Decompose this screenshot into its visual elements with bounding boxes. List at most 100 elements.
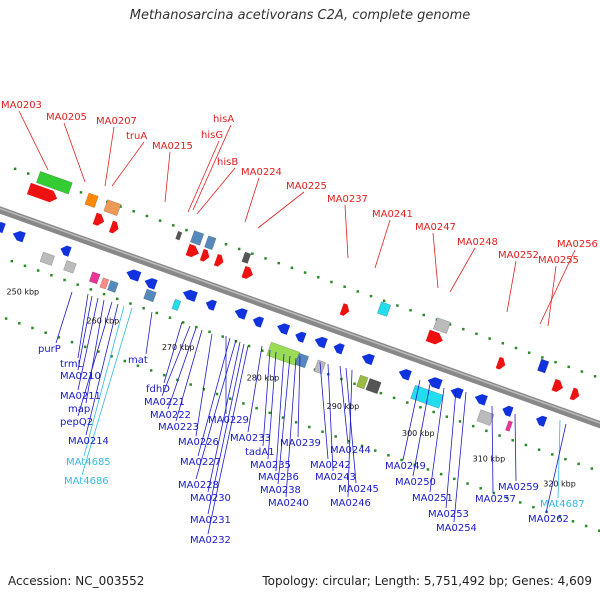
reverse-gene-arrow (536, 415, 548, 427)
track-dot (97, 350, 100, 353)
track-dot (168, 316, 172, 319)
track-dot (453, 477, 456, 481)
track-dot (224, 243, 228, 246)
track-dot (308, 425, 311, 429)
label-leader-line (167, 327, 197, 410)
gene-label-bottom: MA0221 (144, 397, 185, 408)
gene-label-top: MA0207 (96, 116, 137, 127)
track-dot (247, 344, 251, 348)
track-dot (382, 299, 386, 303)
track-dot (155, 311, 159, 315)
genome-backbone-highlight (0, 207, 600, 424)
reverse-gene-arrow (126, 269, 142, 282)
gene-box-green (35, 170, 73, 195)
track-dot (466, 482, 469, 485)
track-dot (195, 325, 198, 329)
track-dot (479, 487, 482, 490)
label-leader-line (344, 204, 349, 259)
gene-label-bottom: MA0222 (150, 410, 191, 421)
gene-label-bottom: MA0246 (330, 498, 371, 509)
label-leader-line (374, 219, 391, 269)
gene-label-bottom: MA0242 (310, 460, 351, 471)
gene-label-bottom: MA0251 (412, 493, 453, 504)
track-dot (237, 247, 241, 251)
gene-box-gray (241, 251, 252, 264)
track-dot (353, 382, 356, 385)
track-dot (584, 524, 588, 528)
gene-label-bottom: MA0227 (180, 457, 221, 468)
track-dot (181, 321, 185, 324)
gene-label-bottom: MA0229 (208, 415, 249, 426)
trna-label: MAt4685 (66, 457, 111, 468)
gene-label-top: MA0215 (152, 141, 193, 152)
track-dot (251, 252, 254, 255)
gene-label-bottom: MA0223 (158, 422, 199, 433)
reverse-gene-arrow (398, 369, 412, 381)
gene-label-bottom: tadA1 (245, 447, 275, 458)
gene-label-bottom: MA0210 (60, 371, 101, 382)
track-dot (537, 448, 541, 451)
label-leader-line (339, 365, 349, 445)
track-dot (571, 520, 575, 523)
scale-tick-label: 290 kbp (327, 402, 360, 411)
scale-tick-label: 280 kbp (247, 374, 280, 383)
track-dot (268, 411, 272, 415)
scale-tick-label: 250 kbp (7, 288, 40, 297)
gene-label-bottom: mat (128, 355, 148, 366)
gene-label-bottom: MA0250 (395, 477, 436, 488)
gene-label-bottom: map (68, 404, 90, 415)
track-dot (189, 383, 192, 386)
gene-label-bottom: MA0262 (528, 514, 569, 525)
gene-label-bottom: MA0239 (280, 438, 321, 449)
track-dot (172, 224, 175, 227)
forward-gene-arrow (185, 243, 199, 258)
gene-box-blue (537, 358, 550, 374)
gene-label-bottom: MA0259 (498, 482, 539, 493)
label-leader-line (81, 307, 133, 476)
label-leader-line (77, 293, 89, 359)
track-dot (488, 337, 491, 340)
label-leader-line (83, 305, 125, 457)
track-dot (448, 323, 452, 326)
gene-label-bottom: purP (38, 344, 61, 355)
label-leader-line (18, 110, 49, 171)
reverse-gene-arrow (277, 323, 291, 335)
gene-box-gray (39, 251, 56, 266)
gene-label-top: MA0205 (46, 112, 87, 123)
track-dot (123, 359, 127, 363)
reverse-gene-arrow (60, 245, 72, 257)
gene-box-green (356, 374, 369, 390)
gene-box-steel (204, 235, 217, 251)
gene-label-top: hisB (217, 157, 238, 168)
gene-label-bottom: MA0233 (230, 433, 271, 444)
label-leader-line (453, 391, 467, 523)
label-leader-line (175, 329, 203, 422)
track-dot (369, 294, 373, 298)
reverse-gene-arrow (314, 336, 328, 349)
label-leader-line (449, 247, 476, 293)
gene-label-bottom: MA0257 (475, 494, 516, 505)
label-leader-line (277, 355, 291, 485)
track-dot (76, 283, 79, 286)
label-leader-line (539, 249, 576, 325)
track-dot (264, 257, 267, 260)
track-dot (50, 274, 53, 277)
label-leader-line (429, 387, 445, 493)
label-leader-line (445, 389, 457, 509)
track-dot (511, 439, 514, 442)
track-dot (564, 457, 567, 461)
track-dot (63, 278, 66, 282)
forward-gene-arrow (495, 356, 506, 370)
label-leader-line (319, 361, 329, 460)
label-leader-line (63, 122, 86, 183)
track-dot (593, 375, 597, 378)
gene-label-top: MA0248 (457, 237, 498, 248)
label-leader-line (514, 413, 517, 482)
gene-box-cyan (410, 384, 444, 409)
track-dot (116, 297, 119, 301)
forward-gene-arrow (241, 265, 253, 279)
label-leader-line (77, 301, 113, 417)
track-dot (36, 269, 40, 272)
track-dot (422, 313, 425, 317)
